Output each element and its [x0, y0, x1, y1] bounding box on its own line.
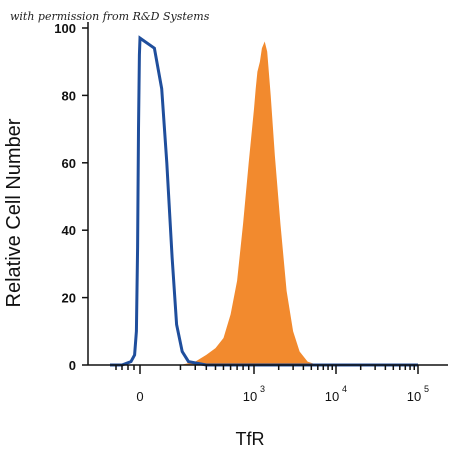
- x-tick-exponent: 4: [342, 384, 347, 394]
- y-tick-label: 0: [69, 358, 76, 373]
- x-tick-label: 0: [136, 389, 143, 404]
- y-tick-label: 100: [54, 21, 76, 36]
- series-blue-line: [110, 35, 418, 367]
- series-orange-area: [180, 41, 318, 365]
- y-axis-label: Relative Cell Number: [3, 118, 25, 307]
- y-tick-label: 80: [62, 88, 76, 103]
- x-axis-label: TfR: [236, 429, 265, 449]
- x-tick-exponent: 5: [424, 384, 429, 394]
- y-ticks: 0 20 40 60 80 100: [54, 21, 88, 373]
- y-tick-label: 60: [62, 156, 76, 171]
- x-tick-exponent: 3: [260, 384, 265, 394]
- x-tick-label: 10: [243, 389, 257, 404]
- y-tick-label: 20: [62, 291, 76, 306]
- credit-text: with permission from R&D Systems: [10, 10, 210, 23]
- y-tick-label: 40: [62, 223, 76, 238]
- x-ticks: 0 10 3 10 4 10 5: [115, 365, 429, 404]
- x-tick-label: 10: [325, 389, 339, 404]
- x-tick-label: 10: [407, 389, 421, 404]
